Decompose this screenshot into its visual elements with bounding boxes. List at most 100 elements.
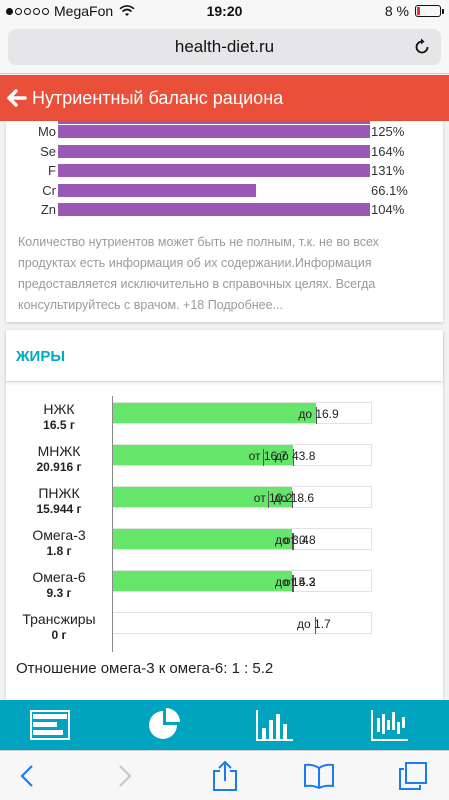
mineral-name: F [48, 163, 56, 178]
fat-bar-fill [113, 445, 293, 465]
range-min-label: от 0.8 [283, 533, 316, 547]
fat-bar-fill [113, 487, 292, 507]
range-max-label: до 3.4 [275, 533, 309, 547]
table-icon [30, 710, 70, 740]
page-header: Нутриентный баланс рациона [0, 75, 449, 121]
range-max-label: до 43.8 [275, 449, 316, 463]
fat-bar-fill [113, 571, 292, 591]
fat-amount: 16.5 г [43, 418, 75, 432]
mineral-name: Se [40, 143, 56, 159]
range-max-tick [291, 491, 293, 508]
chart-axis [112, 396, 113, 652]
mineral-bar-partial [58, 121, 370, 124]
carrier-name: MegaFon [54, 3, 114, 19]
range-max-label: до 1.7 [297, 617, 331, 631]
fats-title: ЖИРЫ [16, 348, 66, 365]
status-left: MegaFon [6, 3, 135, 19]
fat-row: Трансжиры 0 г до 1.7 [6, 606, 443, 646]
fat-name: НЖК [43, 401, 75, 417]
fat-row: Омега-3 1.8 г от 0.8 до 3.4 [6, 522, 443, 562]
fat-bar-fill [113, 403, 317, 423]
browser-back-button[interactable] [12, 761, 42, 791]
mineral-name: Zn [40, 202, 56, 217]
fat-bar-track: до 1.7 [113, 612, 372, 634]
range-max-label: до 18.6 [273, 491, 315, 505]
tabs-button[interactable] [398, 761, 428, 791]
fat-amount: 1.8 г [46, 544, 72, 558]
status-bar: MegaFon 19:20 8 % [0, 0, 449, 22]
range-max-tick [315, 617, 317, 634]
range-min-tick [268, 491, 270, 508]
range-max-tick [293, 449, 294, 466]
mineral-value: 104% [371, 202, 405, 217]
share-icon [213, 761, 237, 791]
bookmarks-button[interactable] [304, 761, 334, 791]
fat-name: Омега-6 [32, 569, 86, 585]
mineral-name: Mo [37, 124, 56, 139]
address-bar: health-diet.ru [0, 22, 449, 74]
safari-toolbar [0, 750, 449, 800]
url-text: health-diet.ru [174, 37, 275, 56]
range-min-label: от 10.2 [253, 491, 293, 505]
back-arrow-icon[interactable] [6, 87, 28, 109]
mineral-row: Mo 125% [6, 122, 443, 142]
fat-name: МНЖК [37, 443, 81, 459]
fats-header: ЖИРЫ [6, 330, 443, 382]
fat-amount: 0 г [51, 628, 67, 642]
pie-chart-icon [149, 708, 180, 739]
range-max-label: до 15.3 [275, 575, 316, 589]
minerals-card: Mo 125% Se 164% F 131% Cr 66.1% Zn 104% Количеств… [6, 121, 443, 322]
range-max-tick [316, 407, 318, 424]
mineral-row: Se 164% [6, 142, 443, 162]
url-field[interactable]: health-diet.ru [8, 29, 441, 65]
reload-icon[interactable] [413, 38, 431, 56]
share-button[interactable] [210, 761, 240, 791]
bar-chart-icon [256, 710, 293, 741]
range-max-label: до 16.9 [298, 407, 339, 421]
mineral-name: Cr [42, 182, 56, 198]
fat-row: ПНЖК 15.944 г от 10.2 до 18.6 [6, 480, 443, 520]
fat-row: НЖК 16.5 г до 16.9 [6, 396, 443, 436]
mineral-bar [58, 203, 370, 216]
fat-amount: 9.3 г [46, 586, 72, 600]
disclaimer-text: Количество нутриентов может быть не полн… [18, 235, 379, 312]
fat-bar-track: от 0.8 до 3.4 [113, 528, 372, 550]
mineral-value: 66.1% [371, 182, 408, 198]
status-right: 8 % [384, 3, 444, 19]
battery-percent: 8 % [384, 3, 409, 19]
omega-ratio: Отношение омега-3 к омега-6: 1 : 5.2 [16, 660, 274, 677]
fat-amount: 15.944 г [36, 502, 82, 516]
app-toolbar [0, 700, 449, 750]
mineral-row: Zn 104% [6, 200, 443, 220]
page-title: Нутриентный баланс рациона [32, 87, 284, 108]
fat-row: МНЖК 20.916 г от 16.7 до 43.8 [6, 438, 443, 478]
range-max-tick [293, 575, 294, 592]
fluctuation-chart-icon [371, 710, 408, 741]
wifi-icon [119, 5, 135, 16]
range-min-label: от 16.7 [248, 449, 288, 463]
range-min-tick [291, 533, 293, 550]
range-min-tick [291, 575, 293, 592]
range-min-label: от 4.2 [283, 575, 316, 589]
fluctuation-view-button[interactable] [370, 706, 410, 744]
mineral-row: F 131% [6, 161, 443, 181]
mineral-value: 131% [371, 163, 405, 178]
mineral-value: 125% [371, 124, 405, 139]
fat-bar-track: от 16.7 до 43.8 [113, 444, 372, 466]
mineral-bar [58, 125, 370, 138]
mineral-bar [58, 164, 370, 177]
browser-forward-button[interactable] [110, 761, 140, 791]
mineral-bar [58, 144, 370, 158]
fats-card: ЖИРЫ НЖК 16.5 г до 16.9 МНЖК 20.916 г от 16.7… [6, 330, 443, 700]
bar-view-button[interactable] [255, 706, 295, 744]
mineral-row: Cr 66.1% [6, 181, 443, 201]
fat-name: Трансжиры [22, 611, 96, 627]
fat-amount: 20.916 г [36, 460, 82, 474]
range-max-tick [293, 533, 294, 550]
fat-name: Омега-3 [32, 527, 86, 543]
fat-bar-track: от 10.2 до 18.6 [113, 486, 372, 508]
table-view-button[interactable] [30, 706, 70, 744]
forward-icon [119, 765, 132, 787]
pie-view-button[interactable] [145, 706, 185, 744]
fat-row: Омега-6 9.3 г от 4.2 до 15.3 [6, 564, 443, 604]
